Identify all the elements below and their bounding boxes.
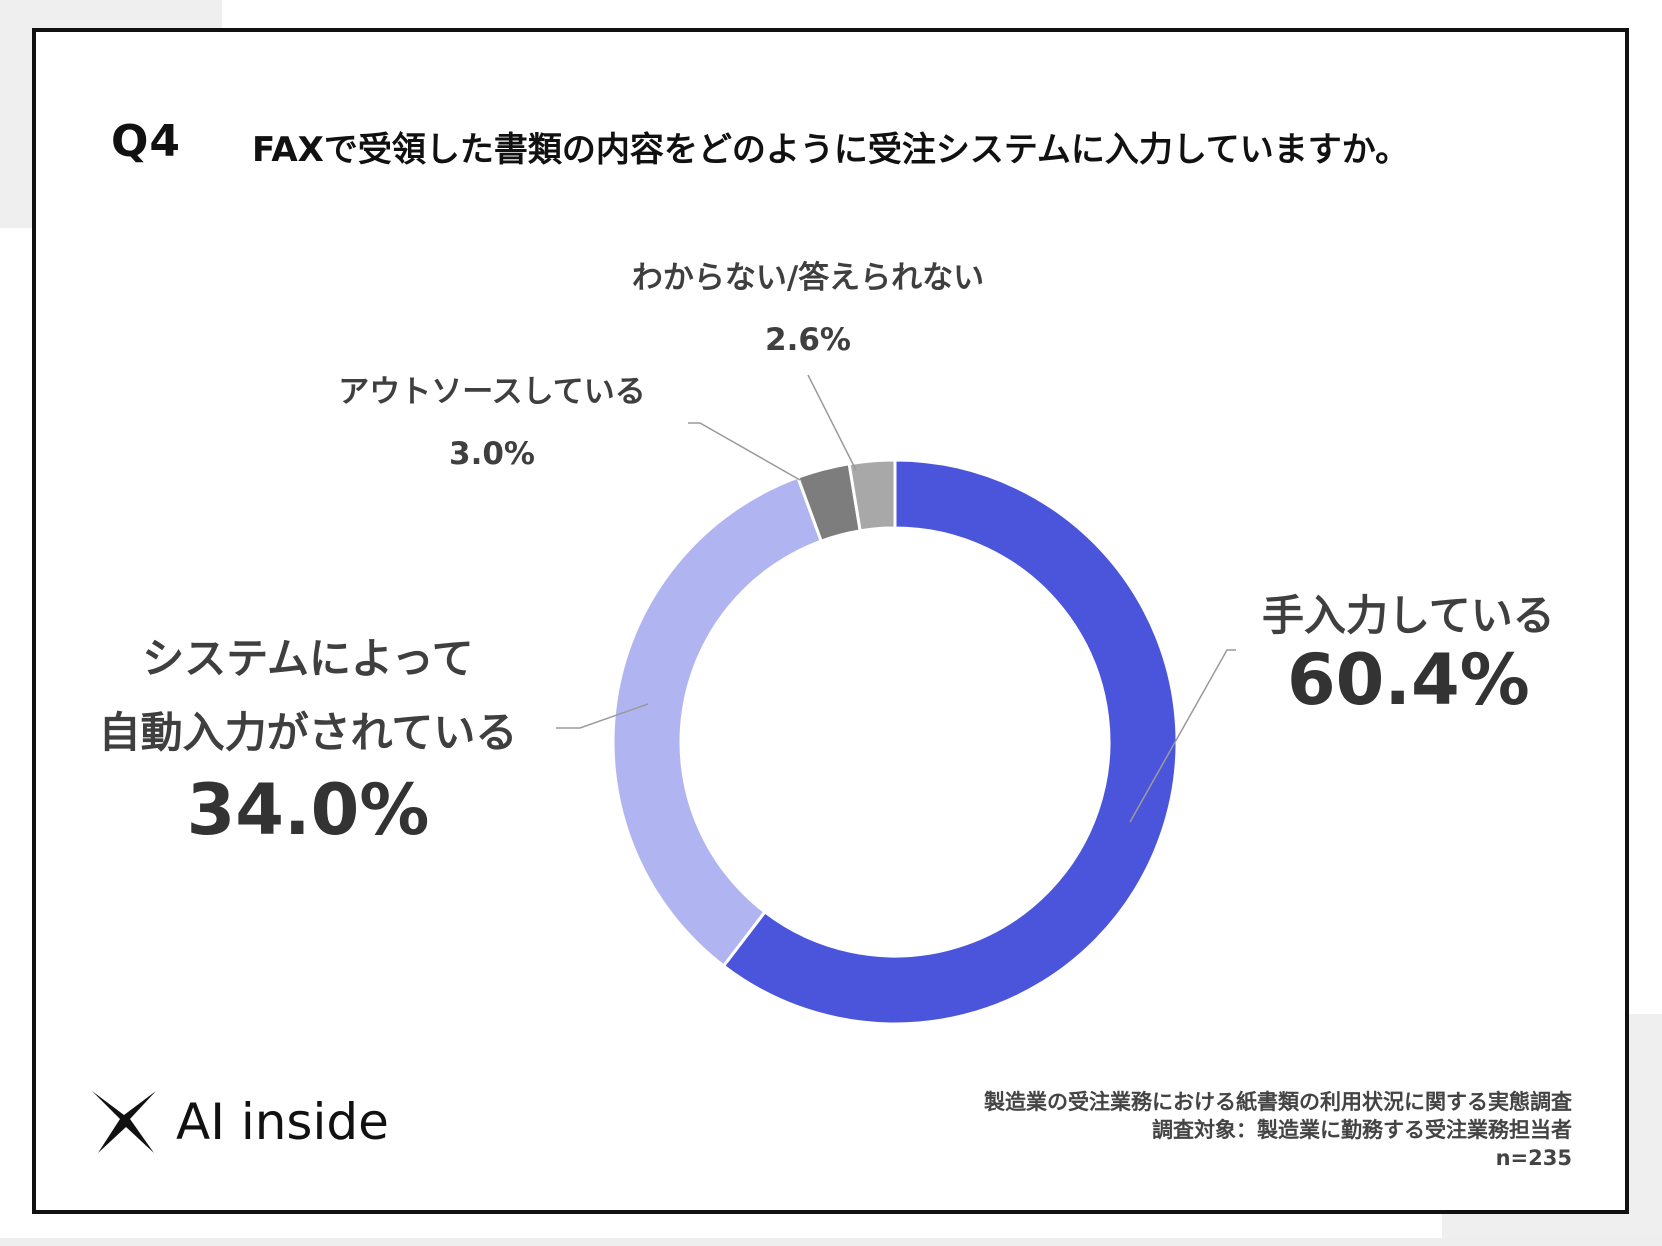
question-number: Q4: [111, 116, 182, 167]
slice-manual: [721, 458, 1179, 1026]
source-sample-size: n=235: [1495, 1146, 1572, 1170]
label-auto-text-2: 自動入力がされている: [98, 708, 518, 757]
leader-line-outsource: [688, 422, 801, 481]
label-outsource: アウトソースしている 3.0%: [322, 372, 662, 474]
x-mark-icon: [92, 1091, 156, 1153]
label-auto: システムによって 自動入力がされている 34.0%: [78, 622, 538, 850]
label-manual: 手入力している 60.4%: [1262, 582, 1555, 721]
leader-line-auto: [556, 703, 649, 729]
label-unknown: わからない/答えられない 2.6%: [618, 258, 998, 360]
source-title: 製造業の受注業務における紙書類の利用状況に関する実態調査: [984, 1090, 1572, 1114]
label-outsource-text: アウトソースしている: [338, 374, 646, 410]
decor-strip-bottom: [0, 1238, 1662, 1246]
survey-source: 製造業の受注業務における紙書類の利用状況に関する実態調査 調査対象：製造業に勤務…: [984, 1088, 1572, 1172]
slice-auto: [611, 475, 824, 969]
label-manual-value: 60.4%: [1286, 639, 1530, 721]
leader-line-unknown: [807, 374, 857, 471]
label-manual-text: 手入力している: [1262, 591, 1555, 640]
question-title: FAXで受領した書類の内容をどのように受注システムに入力していますか。: [252, 130, 1410, 170]
label-auto-value: 34.0%: [186, 769, 430, 851]
logo-text: AI inside: [176, 1093, 389, 1151]
label-outsource-value: 3.0%: [449, 436, 535, 472]
leader-line-manual: [1129, 649, 1236, 823]
label-unknown-value: 2.6%: [765, 322, 851, 358]
slice-unknown: [847, 458, 897, 533]
source-target: 調査対象：製造業に勤務する受注業務担当者: [1152, 1118, 1572, 1142]
ai-inside-logo: AI inside: [90, 1087, 389, 1157]
label-auto-text-1: システムによって: [142, 634, 474, 683]
label-unknown-text: わからない/答えられない: [631, 260, 985, 296]
